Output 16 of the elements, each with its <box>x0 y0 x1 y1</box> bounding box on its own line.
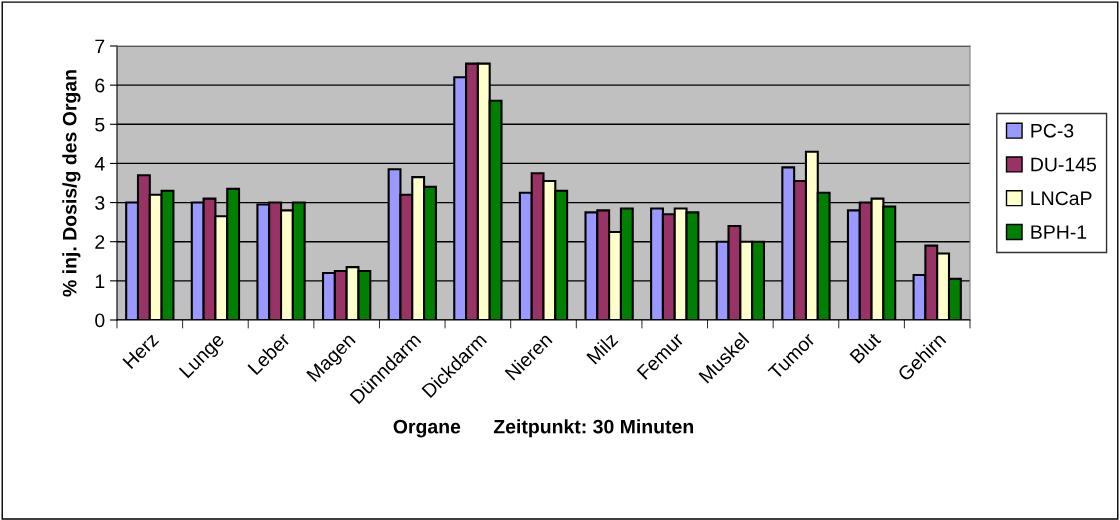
y-tick-label: 7 <box>95 39 105 54</box>
y-tick-label: 0 <box>95 313 105 328</box>
legend-label: DU-145 <box>1031 157 1097 172</box>
y-tick-label: 2 <box>95 235 105 249</box>
y-tick-label: 6 <box>95 78 105 93</box>
x-tick-label: Milz <box>585 331 619 365</box>
y-tick-label: 1 <box>95 274 105 288</box>
y-tick-label: 4 <box>94 157 105 171</box>
legend-label: LNCaP <box>1031 191 1092 206</box>
legend-label: PC-3 <box>1031 123 1074 138</box>
y-tick-label: 3 <box>95 196 105 210</box>
x-tick-label: Blut <box>849 331 882 364</box>
x-axis-title: Organe Zeitpunkt: 30 Minuten <box>393 419 694 438</box>
y-tick-label: 5 <box>95 117 105 132</box>
y-axis-title: % inj. Dosis/g des Organ <box>62 70 81 297</box>
legend-label: BPH-1 <box>1031 225 1087 239</box>
